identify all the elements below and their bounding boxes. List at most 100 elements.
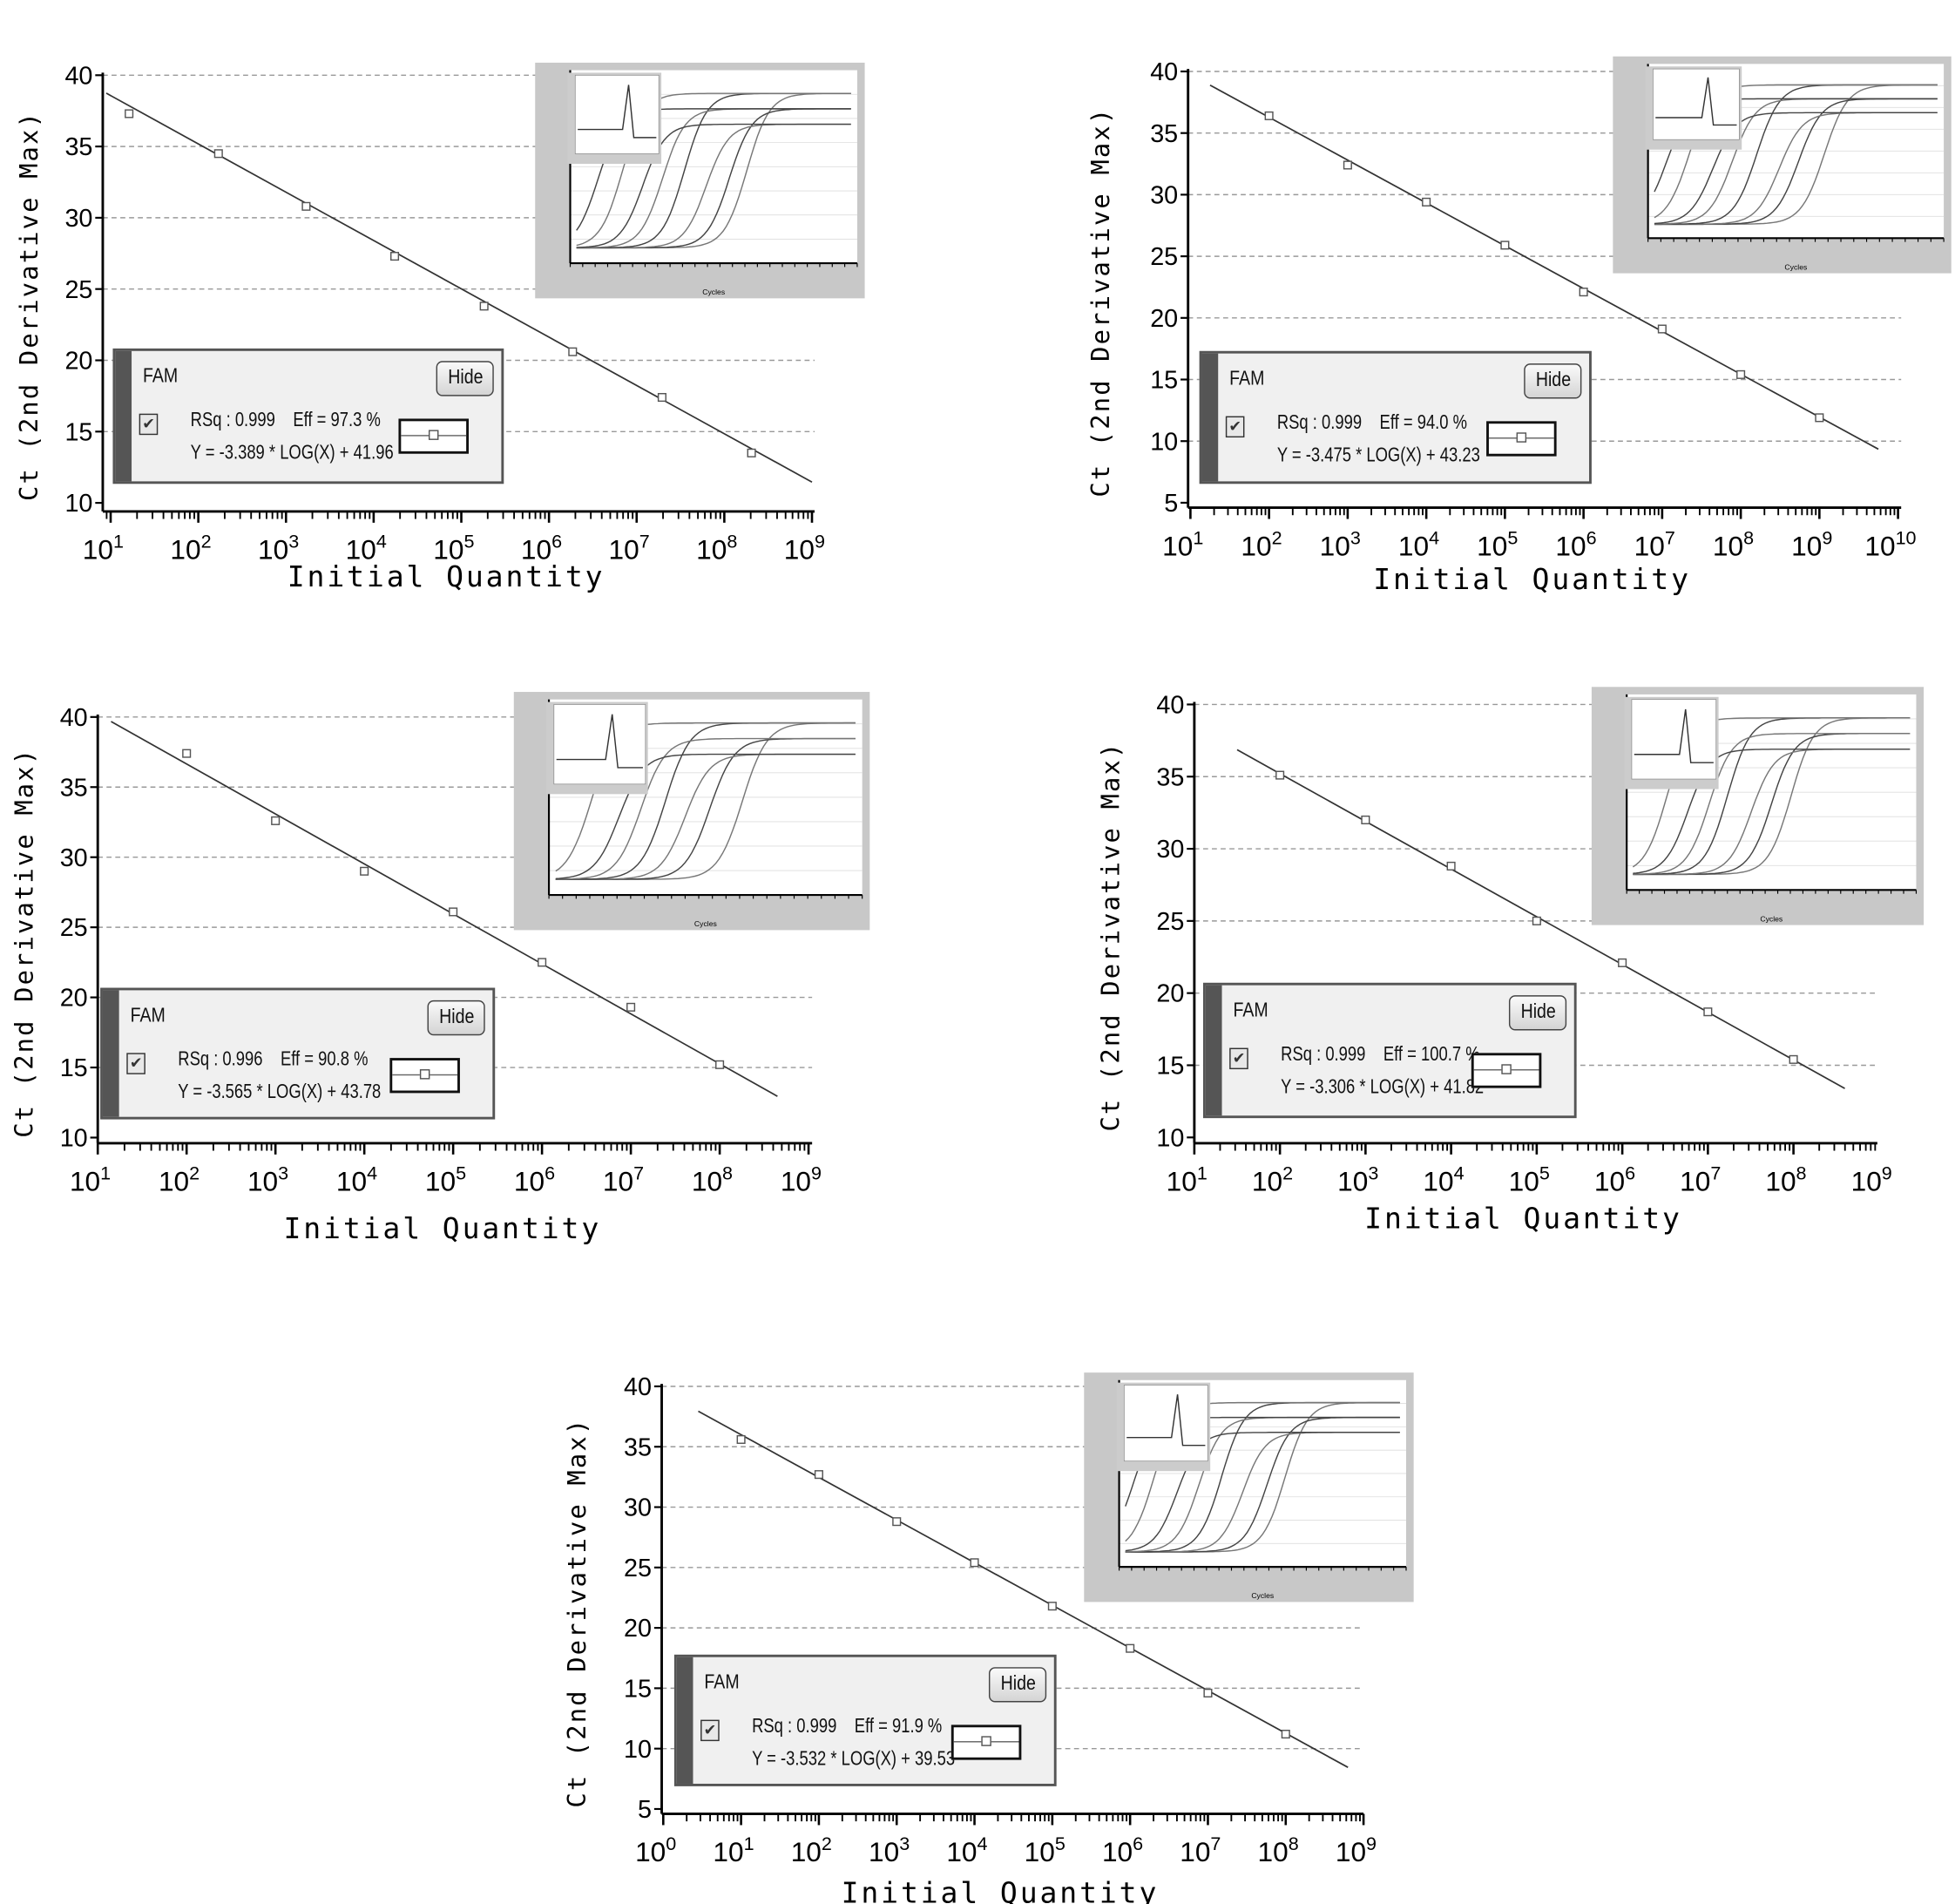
series-checkbox[interactable]: ✔: [1225, 416, 1245, 438]
melt-curve: [1126, 1394, 1206, 1447]
x-tick-label: 1010: [1864, 526, 1916, 561]
x-tick-label: 108: [692, 1162, 733, 1197]
amplification-inset: Cycles: [535, 62, 865, 299]
tick-exponent: 0: [666, 1833, 676, 1854]
x-axis-title: Initial Quantity: [842, 1876, 1160, 1904]
rsq-value: RSq : 0.996: [178, 1049, 263, 1071]
data-point: [213, 149, 223, 159]
rsq-value: RSq : 0.999: [752, 1716, 837, 1738]
tick-base: 10: [1025, 1836, 1055, 1867]
tick-base: 10: [1634, 530, 1665, 561]
hide-button[interactable]: Hide: [988, 1667, 1047, 1703]
series-checkbox[interactable]: ✔: [139, 413, 159, 436]
hide-button-label: Hide: [447, 367, 483, 389]
data-point: [1446, 861, 1456, 871]
series-checkbox[interactable]: ✔: [700, 1719, 720, 1742]
y-tick-label: 15: [1156, 1053, 1184, 1081]
y-axis-title: Ct (2nd Derivative Max): [1086, 107, 1115, 498]
tick-base: 10: [159, 1166, 189, 1197]
inset-x-label: Cycles: [702, 288, 725, 296]
tick-exponent: 5: [456, 1162, 466, 1184]
tick-exponent: 8: [1289, 1833, 1299, 1854]
x-tick-label: 103: [1337, 1162, 1378, 1197]
series-checkbox[interactable]: ✔: [1229, 1047, 1248, 1070]
tick-base: 10: [1180, 1836, 1210, 1867]
y-tick-label: 30: [1150, 181, 1178, 209]
regression-equation: Y = -3.532 * LOG(X) + 39.53: [752, 1748, 956, 1771]
hide-button-label: Hide: [1535, 369, 1571, 391]
x-tick-label: 106: [1555, 526, 1596, 561]
x-tick-label: 105: [1509, 1162, 1550, 1197]
y-tick-label: 20: [1156, 980, 1184, 1008]
series-checkbox[interactable]: ✔: [126, 1053, 145, 1074]
hide-button[interactable]: Hide: [427, 999, 485, 1036]
y-tick-label: 35: [60, 774, 88, 802]
data-point: [1532, 916, 1541, 925]
y-tick-label: 20: [624, 1615, 652, 1643]
melt-inset-area: [1123, 1385, 1208, 1462]
x-tick-label: 105: [1477, 526, 1518, 561]
tick-base: 10: [1791, 530, 1822, 561]
y-tick-label: 30: [1156, 836, 1184, 864]
efficiency-value: Eff = 97.3 %: [293, 410, 381, 431]
y-tick-label: 10: [1156, 1124, 1184, 1152]
melt-inset-area: [553, 704, 646, 785]
tick-exponent: 4: [978, 1833, 988, 1854]
data-point: [1815, 413, 1824, 423]
y-tick-label: 30: [624, 1494, 652, 1522]
fit-stats: RSq : 0.999 Eff = 91.9 %: [752, 1716, 942, 1738]
y-tick-label: 25: [624, 1555, 652, 1582]
y-tick-label: 40: [60, 704, 88, 732]
data-point: [301, 201, 311, 211]
y-axis-title: Ct (2nd Derivative Max): [9, 748, 38, 1138]
tick-base: 10: [1477, 530, 1507, 561]
tick-base: 10: [346, 534, 376, 566]
tick-base: 10: [635, 1836, 666, 1867]
hide-button[interactable]: Hide: [1508, 995, 1567, 1031]
tick-exponent: 3: [278, 1162, 288, 1184]
inset-x-label: Cycles: [1760, 914, 1782, 923]
tick-exponent: 6: [545, 1162, 555, 1184]
tick-base: 10: [521, 534, 551, 566]
hide-button-label: Hide: [999, 1673, 1036, 1695]
tick-exponent: 1: [1193, 526, 1203, 548]
inset-x-label: Cycles: [1784, 262, 1807, 271]
hide-button-label: Hide: [438, 1006, 474, 1028]
tick-exponent: 5: [1507, 526, 1518, 548]
tick-exponent: 8: [722, 1162, 733, 1184]
tick-exponent: 3: [288, 531, 299, 552]
melt-curve: [1634, 708, 1714, 763]
x-tick-label: 104: [1398, 526, 1439, 561]
legend-color-bar: [676, 1657, 693, 1784]
hide-button[interactable]: Hide: [1524, 363, 1582, 399]
x-tick-label: 108: [1258, 1833, 1299, 1867]
y-tick-label: 30: [60, 844, 88, 872]
tick-base: 10: [83, 534, 113, 566]
data-point: [1126, 1643, 1135, 1653]
y-axis-title: Ct (2nd Derivative Max): [1096, 742, 1126, 1132]
data-point: [715, 1060, 725, 1069]
data-point: [1281, 1730, 1290, 1739]
amplification-curve: [576, 92, 851, 247]
legend-box: FAM Hide ✔ RSq : 0.999 Eff = 94.0 % Y = …: [1199, 350, 1592, 484]
x-axis-title: Initial Quantity: [283, 1211, 601, 1245]
tick-base: 10: [713, 1836, 743, 1867]
data-point: [1343, 160, 1352, 170]
efficiency-value: Eff = 94.0 %: [1379, 412, 1468, 434]
tick-base: 10: [1241, 530, 1271, 561]
tick-exponent: 1: [113, 531, 124, 552]
data-point: [1203, 1688, 1213, 1697]
x-tick-label: 105: [1025, 1833, 1065, 1867]
tick-exponent: 5: [1055, 1833, 1065, 1854]
tick-base: 10: [1765, 1166, 1796, 1197]
y-tick-label: 35: [1150, 120, 1178, 148]
fit-stats: RSq : 0.999 Eff = 100.7 %: [1281, 1044, 1479, 1067]
x-tick-label: 102: [1252, 1162, 1293, 1197]
x-tick-label: 109: [1791, 526, 1832, 561]
data-point: [1422, 197, 1431, 207]
hide-button[interactable]: Hide: [436, 361, 494, 396]
x-tick-label: 102: [159, 1162, 200, 1197]
